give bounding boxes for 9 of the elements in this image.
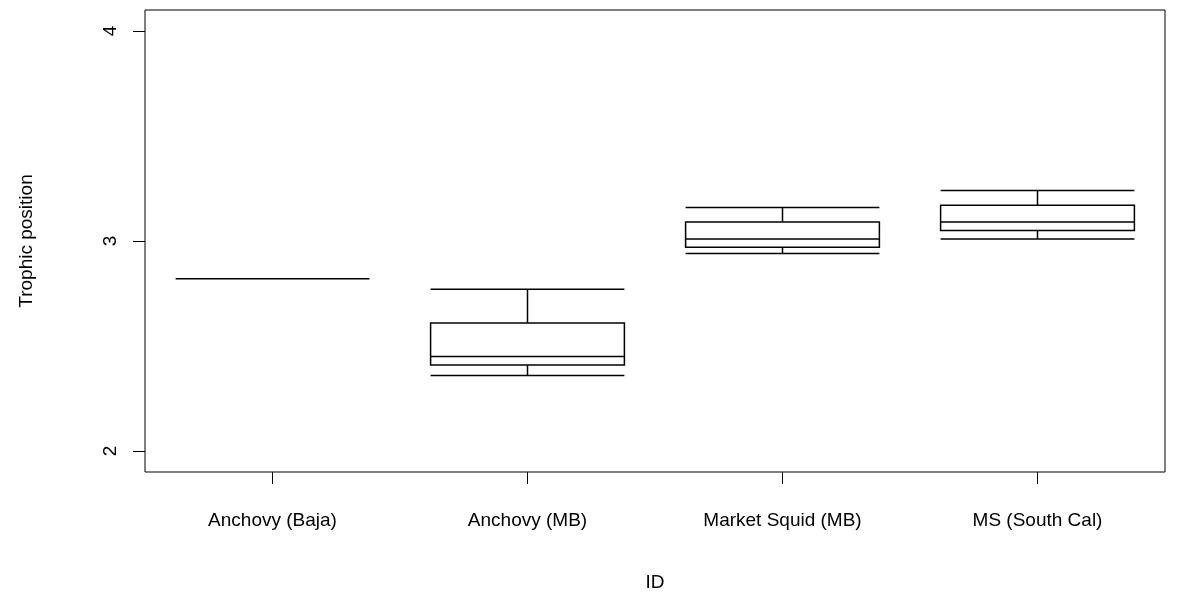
y-tick-label: 2	[99, 445, 120, 457]
x-tick-label: Anchovy (Baja)	[208, 509, 337, 530]
y-tick-label: 3	[99, 235, 120, 247]
y-tick-label: 4	[99, 25, 120, 37]
x-tick-label: MS (South Cal)	[972, 509, 1103, 530]
x-tick-label: Market Squid (MB)	[703, 509, 862, 530]
y-axis-title: Trophic position	[15, 174, 36, 308]
x-axis-title: ID	[645, 571, 665, 592]
x-tick-label: Anchovy (MB)	[467, 509, 588, 530]
